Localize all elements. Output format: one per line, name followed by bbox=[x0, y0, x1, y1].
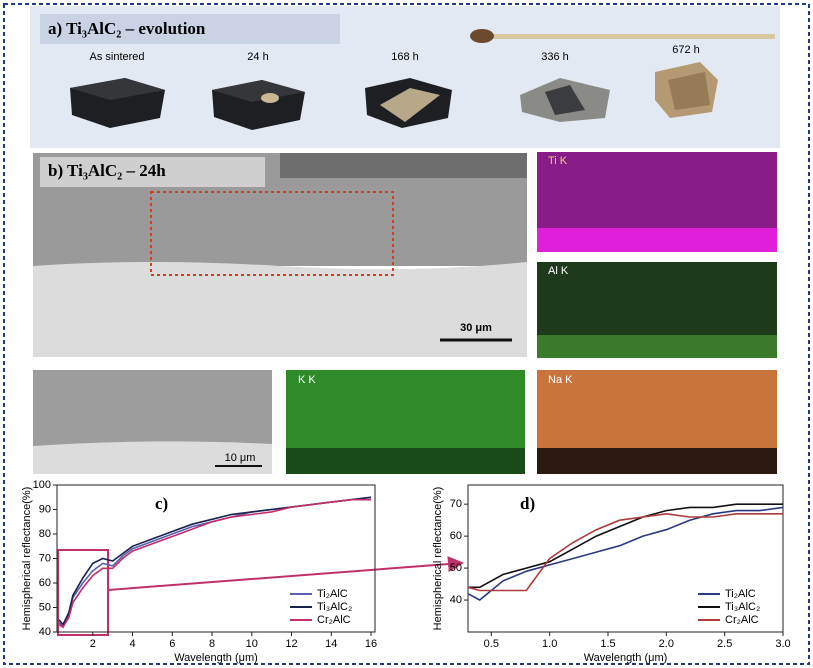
y-tick-label: 100 bbox=[33, 479, 51, 491]
y-tick-label: 50 bbox=[39, 601, 51, 613]
legend-label: Cr₂AlC bbox=[725, 614, 759, 626]
x-tick-label: 2.0 bbox=[659, 638, 674, 650]
panel-label: b) Ti₃AlC₂ – 24h bbox=[48, 161, 166, 180]
sem-dark-band bbox=[280, 153, 527, 178]
sem-coating bbox=[33, 441, 272, 474]
charts: 40 50 60 70 80 90 100 2 4 6 8 10 12 14 16 Wavelength (μ… bbox=[21, 479, 791, 664]
sem-coating bbox=[33, 262, 527, 357]
zoom-region bbox=[150, 191, 394, 276]
y-tick-label: 40 bbox=[450, 594, 462, 606]
x-tick-label: 6 bbox=[169, 638, 175, 650]
series-line bbox=[467, 512, 783, 592]
y-axis-label: Hemispherical reflectance(%) bbox=[21, 487, 33, 631]
match-stick bbox=[485, 34, 775, 39]
y-tick-label: 50 bbox=[450, 562, 462, 574]
sample-core bbox=[545, 85, 585, 115]
sample-label: 24 h bbox=[247, 51, 268, 63]
legend-label: Ti₂AlC bbox=[317, 588, 348, 600]
sample-label: 336 h bbox=[541, 51, 569, 63]
y-tick-label: 60 bbox=[39, 577, 51, 589]
sample-label: 168 h bbox=[391, 51, 419, 63]
map-label: Ti K bbox=[548, 155, 568, 167]
series-line bbox=[468, 503, 783, 589]
x-tick-label: 1.0 bbox=[542, 638, 557, 650]
panel-label: d) bbox=[520, 494, 535, 513]
map-label: Na K bbox=[548, 374, 573, 386]
y-tick-label: 80 bbox=[39, 528, 51, 540]
match-head bbox=[470, 29, 494, 43]
x-tick-label: 12 bbox=[285, 638, 297, 650]
corrosion bbox=[261, 93, 279, 103]
y-tick-label: 60 bbox=[450, 530, 462, 542]
series-line bbox=[58, 498, 371, 629]
map-label: Al K bbox=[548, 265, 569, 277]
panel-label: a) Ti₃AlC₂ – evolution bbox=[48, 19, 206, 38]
x-tick-label: 14 bbox=[325, 638, 337, 650]
y-axis-label: Hemispherical reflectance(%) bbox=[432, 487, 444, 631]
map-ti-coating bbox=[537, 228, 777, 252]
x-tick-label: 1.5 bbox=[600, 638, 615, 650]
x-tick-label: 8 bbox=[209, 638, 215, 650]
sample-label: 672 h bbox=[672, 44, 700, 56]
x-tick-label: 10 bbox=[246, 638, 258, 650]
x-tick-label: 2.5 bbox=[717, 638, 732, 650]
scale-label: 10 μm bbox=[225, 452, 256, 464]
legend-label: Cr₂AlC bbox=[317, 614, 351, 626]
series-line bbox=[467, 506, 784, 601]
map-al-coating bbox=[537, 335, 777, 358]
x-tick-label: 3.0 bbox=[775, 638, 790, 650]
legend-label: Ti₃AlC₂ bbox=[317, 601, 352, 613]
plot-frame bbox=[467, 484, 784, 633]
sample-top bbox=[70, 78, 165, 100]
x-tick-label: 4 bbox=[129, 638, 135, 650]
legend-label: Ti₂AlC bbox=[725, 588, 756, 600]
figure-border bbox=[3, 3, 810, 665]
y-tick-label: 70 bbox=[39, 552, 51, 564]
label-box bbox=[40, 14, 340, 44]
map-na-coating bbox=[537, 448, 777, 474]
y-tick-label: 70 bbox=[450, 498, 462, 510]
panel-label: c) bbox=[155, 494, 168, 513]
zoom-box bbox=[57, 549, 109, 636]
x-axis-label: Wavelength (μm) bbox=[584, 652, 668, 664]
map-label: K K bbox=[298, 374, 316, 386]
y-tick-label: 40 bbox=[39, 626, 51, 638]
legend-label: Ti₃AlC₂ bbox=[725, 601, 760, 613]
zoom-arrow bbox=[107, 556, 464, 591]
panel-a: a) Ti₃AlC₂ – evolution As sintered 24 h … bbox=[30, 6, 780, 148]
x-axis-label: Wavelength (μm) bbox=[174, 652, 258, 664]
x-tick-label: 16 bbox=[365, 638, 377, 650]
sample-top bbox=[212, 80, 305, 102]
sample-layers bbox=[668, 72, 710, 110]
corrosion bbox=[380, 88, 440, 122]
panel-b: b) Ti₃AlC₂ – 24h 30 μm Ti K Al K 10 μm K… bbox=[33, 152, 777, 474]
sample-label: As sintered bbox=[89, 51, 144, 63]
x-tick-label: 0.5 bbox=[484, 638, 499, 650]
label-box bbox=[40, 157, 265, 187]
map-k-coating bbox=[286, 448, 525, 474]
x-tick-label: 2 bbox=[90, 638, 96, 650]
scale-label: 30 μm bbox=[460, 322, 492, 334]
y-tick-label: 90 bbox=[39, 503, 51, 515]
